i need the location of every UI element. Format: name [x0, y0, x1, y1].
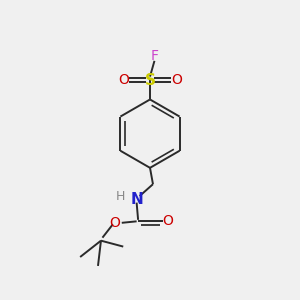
Text: O: O — [110, 216, 120, 230]
Text: O: O — [171, 73, 182, 87]
Text: O: O — [118, 73, 129, 87]
Text: N: N — [130, 191, 143, 206]
Text: H: H — [116, 190, 125, 202]
Text: S: S — [145, 73, 155, 88]
Text: F: F — [151, 50, 158, 63]
Text: O: O — [162, 214, 173, 228]
